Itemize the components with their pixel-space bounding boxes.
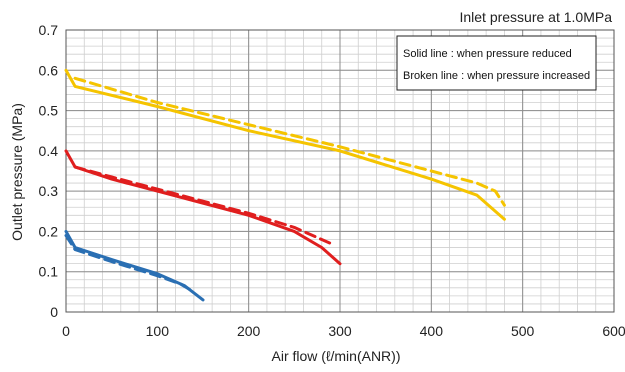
y-tick-label: 0.7: [39, 22, 59, 38]
series-line-dashed: [73, 76, 506, 207]
series-line-dashed: [64, 234, 196, 294]
x-tick-label: 100: [146, 323, 170, 339]
y-tick-label: 0: [50, 304, 58, 320]
y-axis-ticks: 0 0.1 0.2 0.3 0.4 0.5 0.6 0.7: [39, 22, 59, 320]
y-tick-label: 0.2: [39, 223, 59, 239]
x-tick-label: 0: [62, 323, 70, 339]
x-axis-label: Air flow (ℓ/min(ANR)): [272, 348, 401, 364]
legend-box: Solid line : when pressure reduced Broke…: [396, 35, 597, 91]
x-axis-ticks: 0 100 200 300 400 500 600: [62, 323, 625, 339]
legend-solid-line-text: Solid line : when pressure reduced: [403, 48, 572, 60]
x-tick-label: 600: [602, 323, 625, 339]
x-tick-label: 500: [511, 323, 535, 339]
y-tick-label: 0.5: [39, 103, 59, 119]
y-tick-label: 0.3: [39, 183, 59, 199]
legend-broken-line-text: Broken line : when pressure increased: [403, 70, 590, 82]
y-tick-label: 0.4: [39, 143, 59, 159]
inlet-pressure-annotation: Inlet pressure at 1.0MPa: [459, 9, 612, 25]
series-line-solid: [64, 229, 205, 302]
x-tick-label: 300: [328, 323, 352, 339]
series-line-solid: [64, 68, 506, 221]
y-tick-label: 0.1: [39, 264, 59, 280]
x-tick-label: 200: [237, 323, 261, 339]
y-axis-label: Outlet pressure (MPa): [9, 103, 25, 241]
plot-frame: [65, 29, 615, 313]
y-tick-label: 0.6: [39, 62, 59, 78]
series-layer: [64, 68, 506, 302]
x-tick-label: 400: [420, 323, 444, 339]
series-line-solid: [64, 149, 342, 266]
